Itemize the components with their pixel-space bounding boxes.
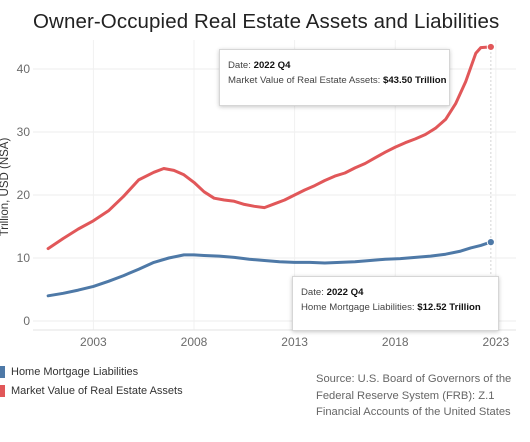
legend-swatch (0, 384, 5, 397)
series-endpoint-0 (486, 238, 495, 247)
legend-item-mortgage[interactable]: Home Mortgage Liabilities (0, 362, 183, 381)
legend-item-assets[interactable]: Market Value of Real Estate Assets (0, 381, 183, 400)
tooltip-date-label: Date: (228, 60, 251, 71)
tooltip-date: 2022 Q4 (326, 287, 364, 298)
x-tick-label: 2013 (281, 335, 308, 349)
tooltip-date: 2022 Q4 (253, 60, 291, 71)
y-tick-label: 20 (17, 188, 31, 202)
y-tick-label: 40 (17, 62, 31, 76)
x-tick-label: 2018 (382, 335, 409, 349)
y-tick-label: 30 (17, 125, 31, 139)
series-points[interactable] (486, 42, 495, 247)
series-endpoint-1 (486, 42, 495, 52)
x-axis-ticks: 2003 2008 2013 2018 2023 (80, 335, 510, 349)
series-lines[interactable] (46, 45, 493, 298)
x-tick-label: 2003 (80, 335, 107, 349)
x-tick-label: 2023 (483, 335, 510, 349)
series-line-1 (46, 45, 493, 251)
legend-label: Market Value of Real Estate Assets (11, 384, 183, 397)
tooltip-assets: Date: 2022 Q4 Market Value of Real Estat… (219, 49, 450, 106)
series-line-0 (46, 240, 493, 298)
y-axis-label: Trillion, USD (NSA) (0, 138, 11, 237)
tooltip-value-label: Market Value of Real Estate Assets: (228, 75, 381, 86)
y-tick-label: 10 (17, 251, 31, 265)
y-axis-ticks: 0 10 20 30 40 (17, 62, 31, 328)
legend: Home Mortgage Liabilities Market Value o… (0, 362, 183, 400)
legend-swatch (0, 365, 5, 378)
tooltip-liabilities: Date: 2022 Q4 Home Mortgage Liabilities:… (292, 276, 499, 331)
tooltip-value: $43.50 Trillion (383, 75, 447, 86)
tooltip-value: $12.52 Trillion (417, 302, 481, 313)
chart-title: Owner-Occupied Real Estate Assets and Li… (33, 10, 500, 33)
y-tick-label: 0 (23, 314, 30, 328)
x-tick-label: 2008 (181, 335, 208, 349)
tooltip-value-label: Home Mortgage Liabilities: (301, 302, 415, 313)
tooltip-date-label: Date: (301, 287, 324, 298)
legend-label: Home Mortgage Liabilities (11, 365, 139, 378)
source-note: Source: U.S. Board of Governors of the F… (316, 373, 512, 418)
